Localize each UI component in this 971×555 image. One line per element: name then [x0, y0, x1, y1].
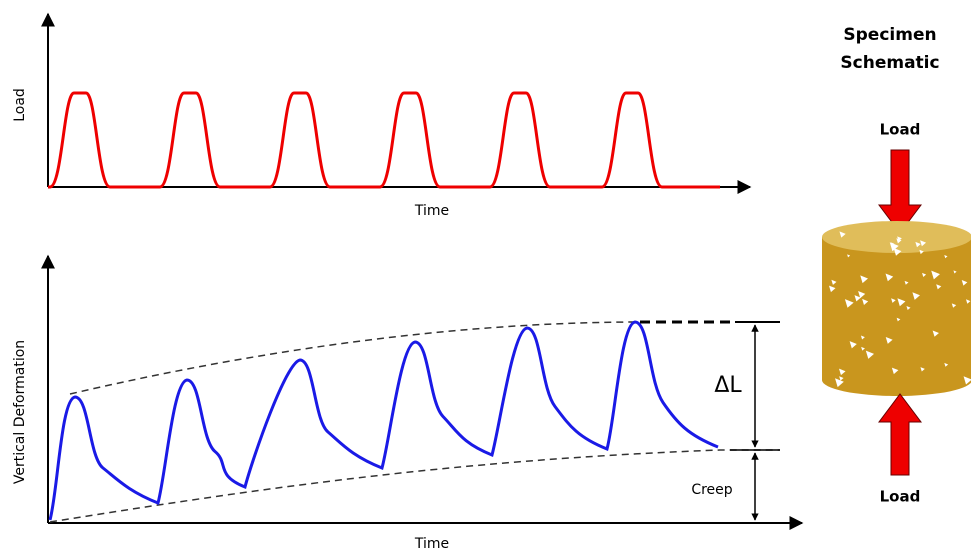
speckle — [906, 305, 911, 311]
speckle — [944, 362, 949, 367]
speckle — [844, 299, 854, 308]
speckle — [858, 290, 866, 299]
speckle — [835, 378, 844, 388]
speckle — [885, 336, 893, 344]
deformation-curve — [48, 320, 719, 521]
lower-envelope — [49, 449, 780, 523]
speckle — [839, 231, 846, 238]
aggregate — [828, 231, 971, 388]
x-label: Time — [414, 536, 449, 552]
x-label: Time — [414, 203, 449, 219]
speckle — [828, 285, 836, 293]
delta-label: ΔL — [714, 373, 742, 398]
y-label: Vertical Deformation — [12, 340, 28, 484]
speckle — [961, 279, 968, 286]
speckle — [896, 317, 901, 322]
speckle — [885, 273, 894, 282]
speckle — [860, 335, 865, 340]
speckle — [904, 280, 909, 285]
upper-envelope — [69, 321, 641, 395]
speckle — [891, 367, 899, 375]
speckle — [897, 298, 906, 307]
speckle — [831, 279, 837, 285]
speckle — [839, 376, 844, 381]
speckle — [854, 295, 861, 302]
speckle — [838, 368, 846, 376]
speckle — [965, 299, 971, 304]
speckle — [936, 284, 942, 290]
speckle — [912, 292, 920, 300]
speckle — [915, 241, 921, 248]
speckle — [889, 242, 899, 252]
speckle — [919, 249, 924, 255]
schematic-title: Schematic — [840, 53, 939, 73]
load-label: Load — [880, 488, 921, 506]
speckle — [944, 254, 948, 259]
speckle — [862, 298, 869, 305]
load-arrow — [878, 393, 922, 476]
speckle — [932, 330, 939, 337]
speckle — [920, 240, 927, 247]
speckle — [963, 376, 971, 385]
speckle — [865, 350, 874, 359]
speckle — [896, 238, 902, 244]
speckle — [891, 298, 896, 303]
y-label: Load — [12, 88, 28, 122]
speckle — [849, 341, 857, 349]
specimen-top — [822, 221, 971, 253]
schematic-title: Specimen — [843, 25, 936, 45]
speckle — [861, 346, 865, 351]
load-arrow — [878, 149, 922, 234]
creep-label: Creep — [691, 482, 732, 498]
speckle — [893, 248, 902, 256]
speckle — [847, 254, 851, 258]
speckle — [922, 272, 927, 277]
speckle — [951, 303, 957, 308]
speckle — [920, 367, 925, 372]
speckle — [953, 270, 957, 274]
load-curve — [48, 91, 720, 189]
speckle — [860, 275, 868, 284]
load-label: Load — [880, 121, 921, 139]
speckle — [931, 270, 940, 280]
